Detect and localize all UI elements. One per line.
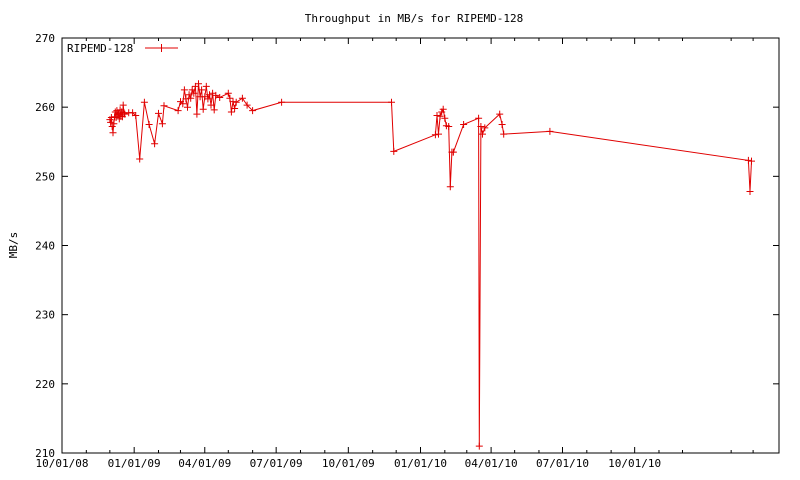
data-point — [180, 86, 188, 94]
data-point — [158, 120, 166, 128]
data-point — [475, 114, 483, 122]
data-point — [439, 105, 447, 113]
x-tick-label: 10/01/09 — [322, 457, 375, 470]
legend-marker — [157, 44, 166, 52]
x-tick-label: 10/01/10 — [608, 457, 661, 470]
data-point — [278, 98, 286, 106]
data-point — [249, 107, 257, 115]
legend: RIPEMD-128 — [67, 42, 178, 55]
data-point — [231, 105, 239, 112]
data-point — [546, 127, 554, 135]
x-tick-label: 04/01/09 — [178, 457, 231, 470]
data-point — [445, 123, 453, 130]
data-point — [193, 110, 201, 118]
data-point — [195, 80, 202, 88]
data-point — [441, 114, 449, 122]
x-tick-label: 07/01/10 — [536, 457, 589, 470]
y-axis-label: MB/s — [7, 232, 20, 259]
data-point — [224, 89, 232, 97]
series-line — [109, 83, 752, 447]
data-point — [226, 94, 234, 102]
y-axis: 210 220 230 240 250 260 270 — [35, 32, 779, 460]
data-point — [202, 82, 210, 90]
data-point — [114, 111, 122, 119]
data-point — [498, 121, 506, 128]
data-point — [132, 112, 140, 119]
data-point — [179, 100, 187, 108]
data-point — [140, 98, 148, 106]
data-point — [746, 188, 754, 195]
data-point — [446, 183, 454, 191]
data-point — [481, 124, 489, 132]
chart-title: Throughput in MB/s for RIPEMD-128 — [305, 12, 524, 25]
data-point — [475, 442, 483, 450]
data-point — [109, 129, 117, 137]
plot-frame — [61, 37, 780, 454]
data-point — [136, 155, 144, 163]
data-point — [388, 98, 395, 106]
data-point — [198, 86, 206, 94]
data-point — [500, 130, 508, 138]
data-point — [744, 156, 752, 164]
data-point — [210, 106, 218, 114]
data-point — [212, 91, 220, 99]
data-point — [155, 109, 162, 117]
data-point — [431, 131, 439, 139]
x-tick-label: 07/01/09 — [250, 457, 303, 470]
y-tick-label: 220 — [35, 378, 55, 391]
data-point — [390, 147, 398, 155]
data-point — [238, 94, 246, 102]
legend-label: RIPEMD-128 — [67, 42, 133, 55]
data-point — [449, 148, 457, 156]
data-point — [190, 89, 198, 97]
data-point — [188, 86, 196, 94]
data-point — [477, 123, 485, 130]
data-point — [460, 121, 468, 128]
data-point — [174, 107, 182, 115]
x-tick-label: 01/01/09 — [108, 457, 161, 470]
data-point — [185, 91, 193, 99]
data-point — [748, 157, 755, 165]
data-point — [119, 101, 127, 109]
data-point — [435, 130, 442, 138]
y-tick-label: 240 — [35, 240, 55, 253]
data-point — [187, 94, 195, 102]
y-tick-label: 250 — [35, 170, 55, 183]
data-point — [436, 112, 444, 120]
data-point — [107, 118, 115, 126]
data-point — [204, 95, 212, 103]
data-point — [182, 95, 190, 103]
x-axis: 10/01/08 01/01/09 04/01/09 07/01/09 10/01/09… — [36, 38, 754, 470]
x-tick-label: 04/01/10 — [465, 457, 518, 470]
data-point — [433, 112, 441, 119]
data-point — [206, 91, 213, 99]
data-point — [145, 121, 153, 128]
data-point — [232, 98, 240, 106]
data-point — [216, 94, 224, 101]
data-point — [199, 105, 207, 113]
data-point — [160, 102, 168, 110]
y-tick-label: 210 — [35, 447, 55, 460]
data-point — [151, 140, 159, 148]
series-layer — [106, 80, 755, 450]
y-tick-label: 260 — [35, 101, 55, 114]
data-point — [121, 110, 129, 118]
x-tick-label: 01/01/10 — [394, 457, 447, 470]
data-point — [117, 112, 125, 120]
data-point — [496, 110, 504, 118]
y-tick-label: 270 — [35, 32, 55, 45]
data-point — [110, 120, 118, 128]
data-point — [207, 101, 215, 109]
data-point — [227, 108, 235, 116]
data-point — [479, 130, 486, 138]
data-point — [243, 101, 251, 109]
y-tick-label: 230 — [35, 309, 55, 322]
x-tick-label: 10/01/08 — [36, 457, 89, 470]
data-point — [184, 103, 191, 111]
data-point — [229, 98, 237, 106]
